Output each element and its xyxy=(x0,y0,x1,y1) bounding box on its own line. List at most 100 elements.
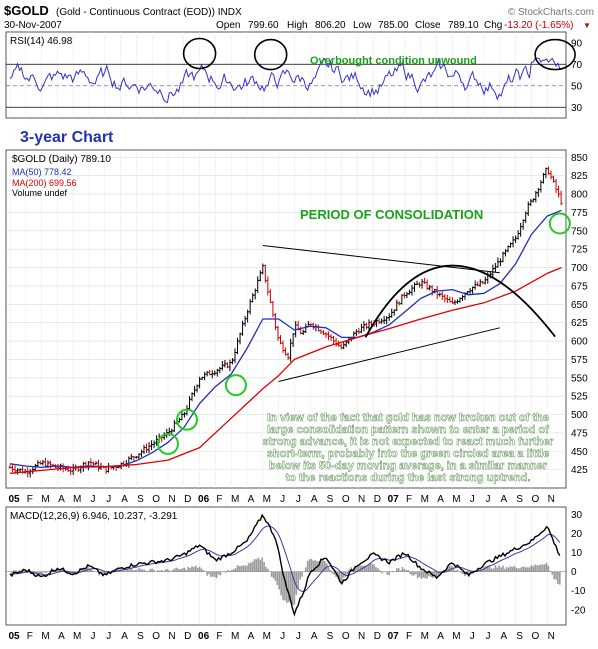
x-tick-label: A xyxy=(311,494,318,505)
x-tick-label: O xyxy=(152,631,160,642)
price-bar xyxy=(256,276,260,293)
price-bar xyxy=(410,284,414,296)
price-bar xyxy=(519,222,523,237)
macd-tick-label: 20 xyxy=(571,529,583,540)
commentary-line-6: to the reactions during the last strong … xyxy=(285,472,530,484)
price-bar xyxy=(324,332,328,338)
x-tick-label: O xyxy=(532,494,540,505)
high-value: 806.20 xyxy=(315,20,346,31)
price-bar xyxy=(359,323,363,333)
price-bar xyxy=(549,170,553,180)
x-tick-label: F xyxy=(406,494,412,505)
price-bar xyxy=(182,412,186,418)
x-tick-label: D xyxy=(374,494,381,505)
x-tick-label: M xyxy=(73,631,81,642)
x-tick-label: D xyxy=(374,631,381,642)
x-tick-label: A xyxy=(58,631,65,642)
x-tick-label: O xyxy=(532,631,540,642)
price-tick-label: 850 xyxy=(571,153,588,164)
price-bar xyxy=(531,198,535,203)
price-bar xyxy=(559,190,563,206)
price-bar xyxy=(220,360,224,371)
price-bar xyxy=(276,325,280,341)
down-arrow-icon: ▼ xyxy=(583,21,591,30)
x-tick-label: 07 xyxy=(388,631,400,642)
price-bar xyxy=(89,458,93,466)
x-tick-label: M xyxy=(452,631,460,642)
x-tick-label: M xyxy=(73,494,81,505)
low-label: Low xyxy=(353,20,372,31)
chg-label: Chg xyxy=(484,20,502,31)
commentary-line-1: In view of the fact that gold has now br… xyxy=(267,412,549,424)
commentary-line-4: short-term, probably into the green circ… xyxy=(267,448,549,460)
price-bar xyxy=(243,315,247,327)
x-tick-label: A xyxy=(437,494,444,505)
x-tick-label: F xyxy=(27,494,33,505)
x-tick-label: N xyxy=(358,631,365,642)
low-value: 785.00 xyxy=(378,20,409,31)
x-tick-label: O xyxy=(342,494,350,505)
macd-line xyxy=(9,513,561,617)
price-bar xyxy=(139,449,143,457)
x-tick-label: A xyxy=(437,631,444,642)
x-tick-label: N xyxy=(548,494,555,505)
chart-date: 30-Nov-2007 xyxy=(4,20,62,31)
x-tick-label: F xyxy=(216,494,222,505)
macd-panel xyxy=(5,506,567,626)
price-bar xyxy=(496,257,500,268)
price-bar xyxy=(423,277,427,285)
x-tick-label: J xyxy=(296,631,301,642)
price-bar xyxy=(286,352,290,361)
price-tick-label: 500 xyxy=(571,410,588,421)
macd-tick-label: 30 xyxy=(571,510,583,521)
price-bar xyxy=(405,292,409,299)
rsi-line xyxy=(9,57,561,104)
x-tick-label: J xyxy=(486,631,491,642)
x-tick-label: A xyxy=(248,494,255,505)
x-tick-label: O xyxy=(152,494,160,505)
price-legend-ma200: MA(200) 699.56 xyxy=(12,178,77,188)
price-bar xyxy=(172,419,176,433)
x-tick-label: N xyxy=(358,494,365,505)
price-tick-label: 525 xyxy=(571,392,588,403)
price-tick-label: 575 xyxy=(571,355,588,366)
rsi-legend: RSI(14) 46.98 xyxy=(10,36,73,47)
price-bar xyxy=(458,297,462,303)
price-bar xyxy=(400,294,404,305)
price-bar xyxy=(332,335,336,345)
price-bar xyxy=(16,468,20,475)
x-tick-label: J xyxy=(280,631,285,642)
x-tick-label: J xyxy=(470,631,475,642)
price-bar xyxy=(107,462,111,473)
rsi-panel xyxy=(5,31,567,119)
overbought-circle xyxy=(534,38,576,71)
consolidation-annotation: PERIOD OF CONSOLIDATION xyxy=(300,207,483,222)
price-bar xyxy=(304,323,308,333)
x-tick-label: A xyxy=(500,494,507,505)
open-value: 799.60 xyxy=(248,20,279,31)
price-bar xyxy=(210,370,214,379)
chart-description: (Gold - Continuous Contract (EOD)) INDX xyxy=(56,7,242,18)
axis-layer: 4254504755005255505756006256506757007257… xyxy=(8,38,588,642)
commentary-line-5: below its 50-day moving average, in a si… xyxy=(269,460,548,472)
ma200-line xyxy=(9,266,562,474)
price-bar xyxy=(529,199,533,207)
x-tick-label: M xyxy=(263,494,271,505)
ohlc-bar: Open 799.60 High 806.20 Low 785.00 Close… xyxy=(216,20,591,31)
price-bar xyxy=(334,337,338,347)
price-tick-label: 725 xyxy=(571,245,588,256)
price-tick-label: 750 xyxy=(571,226,588,237)
overbought-annotation: Overbought condition unwound xyxy=(310,55,477,67)
price-tick-label: 550 xyxy=(571,373,588,384)
chart-symbol: $GOLD xyxy=(4,3,49,18)
x-tick-label: O xyxy=(342,631,350,642)
price-bar xyxy=(233,348,237,364)
x-tick-label: A xyxy=(121,494,128,505)
price-bar xyxy=(395,299,399,311)
x-tick-label: 05 xyxy=(8,631,20,642)
rsi-tick-label: 70 xyxy=(571,60,583,71)
price-legend-volume: Volume undef xyxy=(12,188,68,198)
price-bar xyxy=(8,464,12,469)
x-tick-label: J xyxy=(91,631,96,642)
